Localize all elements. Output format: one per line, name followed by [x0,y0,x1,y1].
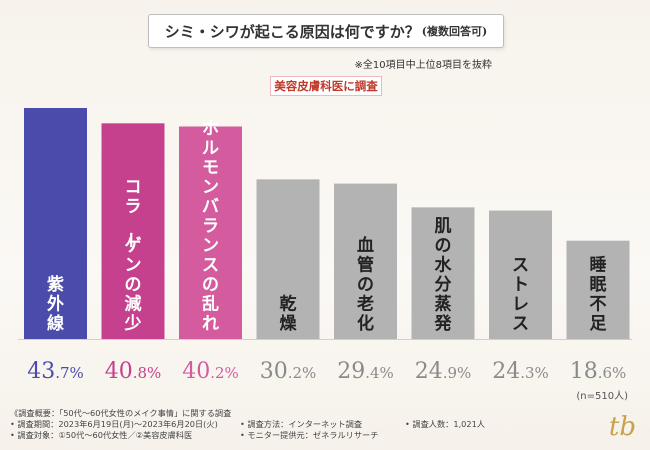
bar-6 [411,207,475,339]
category-label-5: 血管の老化 [356,235,374,334]
value-label-8: 18.6% [570,359,627,384]
value-label-5: 29.4% [337,359,394,384]
extract-note: ※全10項目中上位8項目を抜粋 [354,60,492,71]
value-label-6: 24.9% [415,359,472,384]
bar-4 [256,179,320,339]
value-label-1: 43.7% [27,359,84,384]
footer-period: • 調査期間：2023年6月19日(月)〜2023年6月20日(火) [10,419,218,429]
category-label-7: ストレス [512,256,529,335]
bar-1 [24,108,87,339]
category-label-4: 乾燥 [280,294,298,335]
value-label-4: 30.2% [260,359,317,384]
category-label-8: 睡眠不足 [590,255,607,335]
footer-provider: • モニター提供元：ゼネラルリサーチ [240,430,379,440]
category-label-2: コラーゲンの減少 [120,178,142,335]
value-label-3: 40.2% [182,359,239,384]
brand-logo: tb [608,412,636,442]
survey-badge: 美容皮膚科医に調査 [270,76,382,96]
bar-2 [101,123,165,339]
chart-title-main: シミ・シワが起こる原因は何ですか？ [164,22,420,41]
category-label-3: ホルモンバランスの乱れ [202,119,219,334]
footer-overview: 《調査概要：「50代〜60代女性のメイク事情」に関する調査 [10,408,232,418]
value-label-2: 40.8% [105,359,162,384]
sample-size-note: (n=510人) [576,391,628,402]
value-label-7: 24.3% [492,359,549,384]
footer-target: • 調査対象：①50代〜60代女性／②美容皮膚科医 [10,430,193,440]
footer-method: • 調査方法：インターネット調査 [240,419,363,429]
survey-footer: 《調査概要：「50代〜60代女性のメイク事情」に関する調査 • 調査期間：202… [10,408,610,441]
chart-title-sub: (複数回答可) [421,25,488,38]
bar-3 [179,126,242,339]
category-label-1: 紫外線 [47,274,64,334]
bar-7 [489,210,552,339]
chart-title: シミ・シワが起こる原因は何ですか？ (複数回答可) [148,14,504,48]
footer-count: • 調査人数：1,021人 [405,419,485,429]
bar-8 [566,240,630,339]
bar-5 [334,183,397,339]
bar-chart: 紫外線 43.7% コラーゲンの減少 40.8% ホルモンバランスの乱れ 40.2% 乾燥 3… [18,108,632,384]
category-label-6: 肌の水分蒸発 [434,217,453,335]
